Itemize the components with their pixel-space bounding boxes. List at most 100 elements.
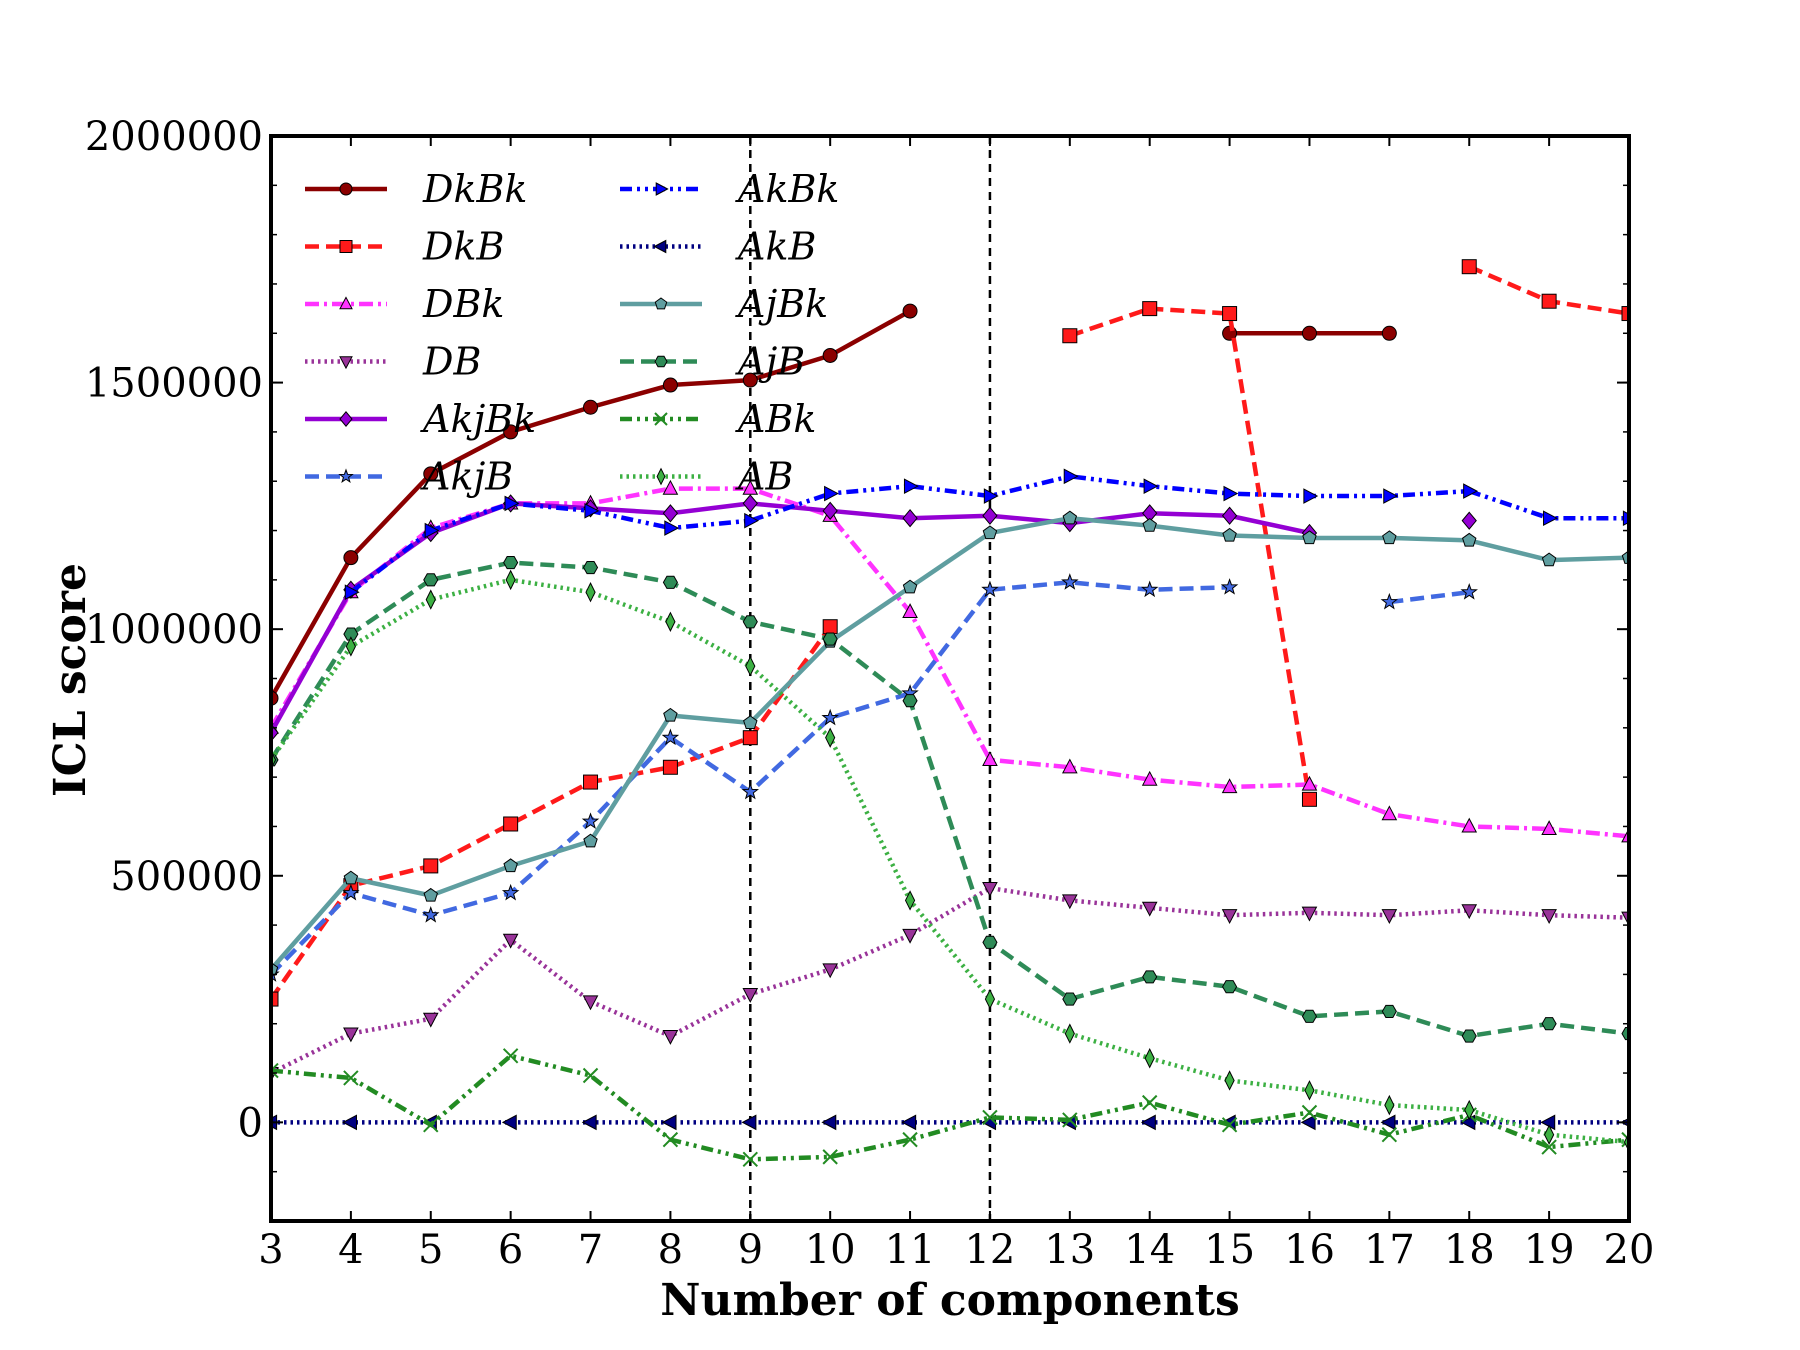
- series-abk: [271, 1048, 1629, 1168]
- data-point-ajbk: [1302, 530, 1317, 545]
- data-point-akjb: [821, 708, 839, 726]
- data-point-dkb: [822, 619, 838, 635]
- legend-marker-dbk: [339, 296, 353, 310]
- series-akbk: [344, 468, 1629, 601]
- data-point-akjb: [1140, 580, 1159, 598]
- data-point-ajb: [822, 632, 838, 646]
- data-point-dkb: [503, 816, 519, 832]
- series-ajbk: [271, 510, 1629, 976]
- data-point-akbk: [744, 512, 760, 529]
- data-point-ab: [904, 890, 916, 911]
- x-axis-label: Number of components: [660, 1275, 1240, 1326]
- series-ajb: [271, 556, 1629, 1043]
- data-point-abk: [423, 1117, 439, 1133]
- data-point-dbk: [1541, 820, 1557, 836]
- data-point-db: [822, 963, 839, 979]
- x-tick-label: 13: [1044, 1227, 1095, 1273]
- legend-marker-akb: [653, 239, 667, 254]
- data-point-akbk: [1063, 468, 1079, 485]
- data-point-akb: [1380, 1114, 1396, 1131]
- data-point-ajbk: [583, 833, 598, 848]
- data-point-akb: [501, 1114, 517, 1131]
- data-point-dkb: [1621, 306, 1629, 322]
- x-tick-label: 15: [1204, 1227, 1255, 1273]
- legend-label-dkb: DkB: [422, 225, 504, 269]
- data-point-ajbk: [982, 525, 998, 540]
- legend-label-akbk: AkBk: [735, 167, 839, 211]
- data-point-akbk: [424, 522, 440, 539]
- data-point-ajb: [582, 560, 599, 575]
- data-point-akjbk: [662, 504, 679, 523]
- data-point-db: [1301, 906, 1318, 922]
- y-tick-label: 0: [238, 1100, 263, 1146]
- data-point-dkbk: [902, 303, 918, 319]
- data-point-akb: [741, 1114, 757, 1131]
- data-point-ajb: [503, 556, 519, 570]
- data-point-akbk: [584, 502, 600, 519]
- legend-entry-akb: AkB: [620, 225, 816, 269]
- data-point-akjb: [1220, 578, 1239, 595]
- x-tick-label: 12: [964, 1227, 1015, 1273]
- data-point-dbk: [1141, 770, 1158, 786]
- data-point-ajbk: [1461, 532, 1477, 547]
- y-tick-label: 2000000: [85, 114, 263, 160]
- legend-marker-ab: [656, 467, 666, 486]
- data-point-db: [1461, 904, 1478, 920]
- y-tick-label: 1000000: [85, 607, 263, 653]
- data-point-ajb: [662, 575, 678, 589]
- data-point-ab: [585, 581, 596, 603]
- legend-entry-abk: ABk: [620, 397, 816, 441]
- series-line-akjb-1: [1389, 589, 1470, 605]
- data-point-akbk: [1143, 478, 1159, 494]
- data-point-db: [982, 882, 998, 897]
- legend-label-dkbk: DkBk: [422, 167, 527, 211]
- data-point-dkbk: [742, 372, 758, 388]
- data-point-akb: [1140, 1114, 1156, 1131]
- data-point-ab: [665, 611, 676, 633]
- data-point-dkb: [662, 759, 678, 775]
- x-tick-label: 9: [738, 1227, 763, 1273]
- legend-entry-ajb: AjB: [620, 340, 805, 384]
- data-point-abk: [343, 1070, 359, 1086]
- data-point-akjb: [422, 906, 440, 923]
- data-point-abk: [1621, 1131, 1629, 1148]
- x-tick-label: 17: [1364, 1227, 1415, 1273]
- data-point-akbk: [824, 485, 839, 502]
- data-point-dkb: [742, 730, 758, 746]
- data-point-dkbk: [822, 347, 838, 363]
- x-tick-label: 19: [1524, 1227, 1575, 1273]
- data-point-dkb: [1461, 259, 1477, 275]
- data-point-dbk: [1301, 775, 1318, 791]
- data-point-abk: [1142, 1094, 1158, 1111]
- data-point-ab: [1464, 1099, 1475, 1121]
- data-point-ajb: [1301, 1009, 1318, 1023]
- data-point-db: [662, 1029, 679, 1045]
- legend-marker-dkbk: [339, 182, 353, 196]
- data-point-dkbk: [583, 399, 599, 415]
- data-point-akjb: [501, 883, 520, 901]
- data-point-dkbk: [1381, 325, 1397, 341]
- x-tick-label: 5: [418, 1227, 443, 1273]
- data-point-abk: [582, 1067, 599, 1084]
- data-point-ajb: [1541, 1017, 1557, 1031]
- data-point-dkb: [271, 991, 279, 1007]
- legend-marker-ajbk: [654, 297, 668, 310]
- ticks-layer: 3 4 5 6 7 8 9 10 11 12 13 14 15 16 17 18 19 20 0 500000 1000…: [85, 114, 1655, 1273]
- data-point-ab: [1144, 1048, 1155, 1069]
- data-point-akjb: [1460, 583, 1478, 600]
- series-line-akbk-0: [349, 474, 1629, 594]
- data-point-ajb: [1222, 980, 1238, 994]
- data-point-akjbk: [1461, 511, 1477, 530]
- data-point-ab: [984, 988, 996, 1010]
- data-point-ajbk: [663, 707, 678, 722]
- legend-marker-abk: [654, 412, 668, 426]
- data-point-abk: [1381, 1126, 1398, 1143]
- series-line-dkb-1: [1069, 306, 1312, 800]
- data-point-ab: [1544, 1124, 1555, 1145]
- data-point-dbk: [982, 751, 998, 766]
- data-point-akjbk: [822, 501, 838, 520]
- legend-marker-dkb: [339, 240, 353, 253]
- data-point-db: [422, 1012, 439, 1028]
- data-point-dbk: [1461, 817, 1478, 833]
